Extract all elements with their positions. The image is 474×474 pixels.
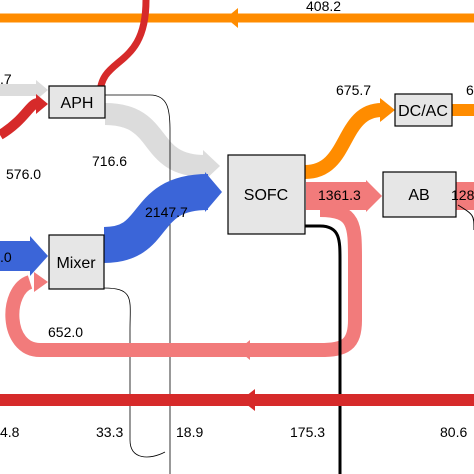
loss-mixer [103, 287, 166, 458]
flow-red-top [96, 0, 150, 96]
arrow-air-in [36, 80, 48, 100]
arrow-recycle-mid [238, 340, 250, 360]
node-ab: AB [382, 171, 457, 218]
label-dcac-out: 6 [466, 82, 474, 98]
label-aph-to-sofc: 716.6 [92, 153, 127, 169]
label-mixer-to-sofc: 2147.7 [145, 204, 188, 220]
node-sofc: SOFC [227, 154, 306, 235]
arrow-recycle-mixer [34, 272, 48, 292]
label-mixer-loss: 33.3 [96, 424, 123, 440]
label-air-in: .7 [0, 71, 12, 87]
flow-mixer-to-sofc [102, 174, 209, 263]
arrow-sofc-to-dcac [380, 98, 395, 122]
label-recycle: 652.0 [48, 324, 83, 340]
svg-text:SOFC: SOFC [244, 187, 288, 204]
svg-text:DC/AC: DC/AC [398, 103, 448, 120]
svg-text:APH: APH [61, 95, 94, 112]
node-mixer: Mixer [48, 234, 105, 290]
label-top-orange: 408.2 [306, 0, 341, 14]
label-sofc-loss: 175.3 [290, 424, 325, 440]
label-ab-out: 128 [451, 187, 474, 203]
arrow-top-orange [226, 8, 238, 28]
label-red-left: 576.0 [6, 166, 41, 182]
label-fuel-in: .0 [0, 249, 12, 265]
label-bottom-left: 4.8 [0, 424, 20, 440]
arrow-aph-to-sofc [203, 150, 220, 182]
arrow-sofc-to-ab [366, 180, 382, 212]
flow-red-left [0, 98, 40, 140]
arrow-fuel-in [30, 236, 48, 276]
loss-aph [105, 94, 171, 474]
label-sofc-to-ab: 1361.3 [318, 187, 361, 203]
node-aph: APH [48, 85, 106, 119]
flow-recycle [5, 203, 362, 357]
node-dcac: DC/AC [394, 93, 453, 127]
label-sofc-to-dcac: 675.7 [336, 82, 371, 98]
label-aph-loss: 18.9 [176, 424, 203, 440]
svg-text:Mixer: Mixer [56, 255, 96, 272]
arrow-mixer-to-sofc [205, 172, 222, 212]
loss-sofc [305, 224, 342, 474]
arrow-red-left [36, 94, 48, 114]
label-ab-loss: 80.6 [440, 424, 467, 440]
flow-aph-to-sofc [104, 103, 206, 177]
svg-text:AB: AB [408, 187, 429, 204]
flow-sofc-to-dcac [304, 103, 383, 179]
arrow-bottom-red [241, 389, 255, 411]
